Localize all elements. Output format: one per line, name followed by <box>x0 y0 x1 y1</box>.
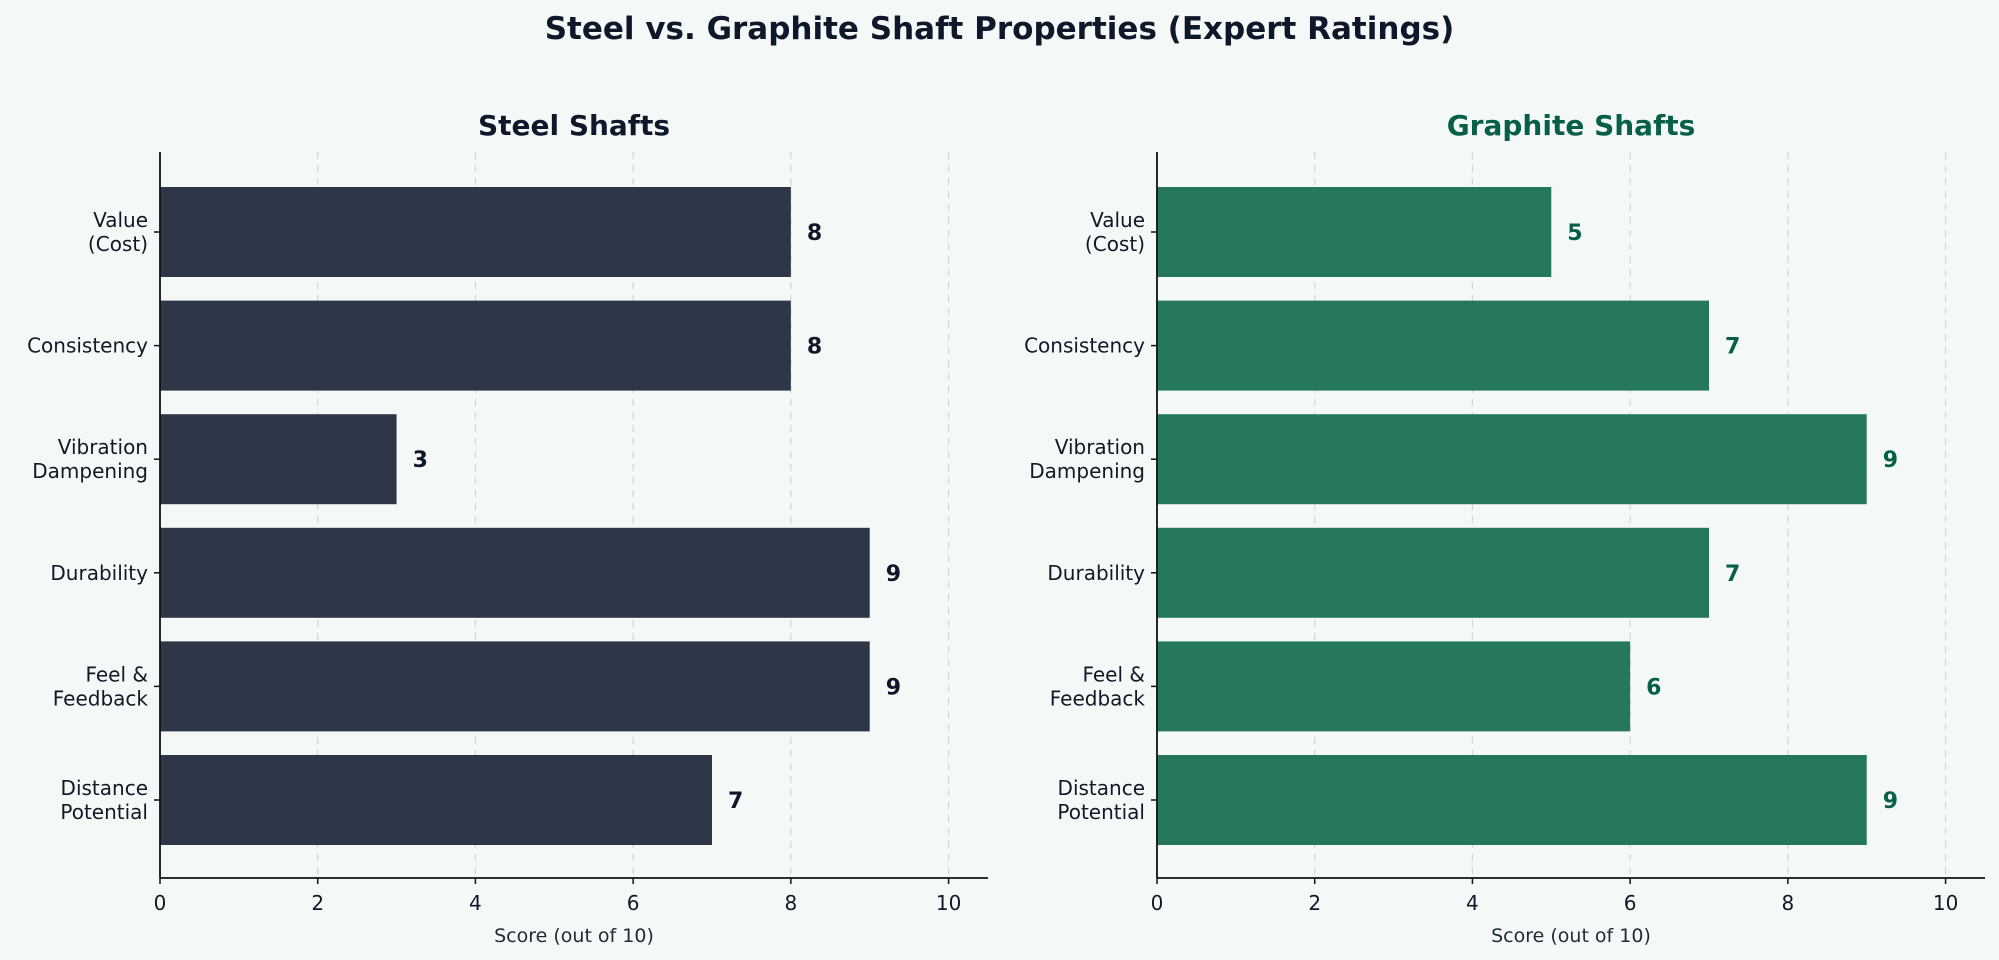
graphite-bar-distance-potential <box>1157 755 1867 845</box>
steel-bar-distance-potential <box>160 755 712 845</box>
steel-category-label-feel-feedback: Feel & Feedback <box>53 662 149 710</box>
graphite-category-label-durability: Durability <box>1047 561 1145 585</box>
graphite-value-label-value-cost: 5 <box>1567 221 1582 246</box>
graphite-category-label-vibration-dampening: Vibration Dampening <box>1029 435 1145 483</box>
steel-category-label-durability: Durability <box>50 561 148 585</box>
steel-bar-consistency <box>160 300 791 391</box>
steel-panel-title: Steel Shafts <box>478 109 670 142</box>
steel-value-label-vibration-dampening: 3 <box>413 448 428 473</box>
steel-xtick-label-6: 6 <box>627 891 640 915</box>
graphite-bar-durability <box>1157 527 1709 618</box>
steel-xtick-label-10: 10 <box>936 891 961 915</box>
steel-category-label-distance-potential: Distance Potential <box>60 776 148 824</box>
graphite-panel-title: Graphite Shafts <box>1447 109 1696 142</box>
steel-shafts-panel: Steel Shafts 8 Value (Cost) 8 Consistency 3 Vib… <box>27 109 988 947</box>
graphite-value-label-consistency: 7 <box>1725 335 1740 360</box>
graphite-category-label-feel-feedback: Feel & Feedback <box>1050 662 1146 710</box>
graphite-xtick-label-6: 6 <box>1624 891 1637 915</box>
steel-category-label-vibration-dampening: Vibration Dampening <box>32 435 148 483</box>
graphite-x-axis-label: Score (out of 10) <box>1491 925 1651 947</box>
graphite-xtick-label-8: 8 <box>1781 891 1794 915</box>
steel-value-label-distance-potential: 7 <box>728 789 743 814</box>
steel-bar-value-cost <box>160 187 791 277</box>
graphite-value-label-distance-potential: 9 <box>1883 789 1898 814</box>
graphite-xtick-label-2: 2 <box>1308 891 1321 915</box>
steel-category-label-value-cost: Value (Cost) <box>88 208 148 256</box>
graphite-xtick-label-10: 10 <box>1933 891 1958 915</box>
steel-bar-feel-feedback <box>160 641 870 732</box>
graphite-shafts-panel: Graphite Shafts 5 Value (Cost) 7 Consistency 9… <box>1024 109 1985 947</box>
steel-value-label-consistency: 8 <box>807 335 822 360</box>
graphite-value-label-durability: 7 <box>1725 562 1740 587</box>
graphite-value-label-feel-feedback: 6 <box>1646 675 1661 700</box>
steel-xtick-label-8: 8 <box>784 891 797 915</box>
graphite-category-label-value-cost: Value (Cost) <box>1085 208 1145 256</box>
steel-value-label-value-cost: 8 <box>807 221 822 246</box>
graphite-bar-value-cost <box>1157 187 1552 277</box>
graphite-category-label-distance-potential: Distance Potential <box>1057 776 1145 824</box>
graphite-xtick-label-0: 0 <box>1151 891 1164 915</box>
steel-bar-vibration-dampening <box>160 414 397 505</box>
graphite-category-label-consistency: Consistency <box>1024 334 1145 358</box>
steel-xtick-label-2: 2 <box>311 891 324 915</box>
steel-bar-durability <box>160 527 870 618</box>
steel-value-label-durability: 9 <box>886 562 901 587</box>
graphite-bar-vibration-dampening <box>1157 414 1867 505</box>
steel-category-label-consistency: Consistency <box>27 334 148 358</box>
graphite-value-label-vibration-dampening: 9 <box>1883 448 1898 473</box>
steel-x-axis-label: Score (out of 10) <box>494 925 654 947</box>
graphite-bar-feel-feedback <box>1157 641 1631 732</box>
steel-xtick-label-4: 4 <box>469 891 482 915</box>
figure-title: Steel vs. Graphite Shaft Properties (Exp… <box>545 11 1455 47</box>
graphite-bar-consistency <box>1157 300 1709 391</box>
steel-value-label-feel-feedback: 9 <box>886 675 901 700</box>
steel-xtick-label-0: 0 <box>154 891 167 915</box>
graphite-xtick-label-4: 4 <box>1466 891 1479 915</box>
